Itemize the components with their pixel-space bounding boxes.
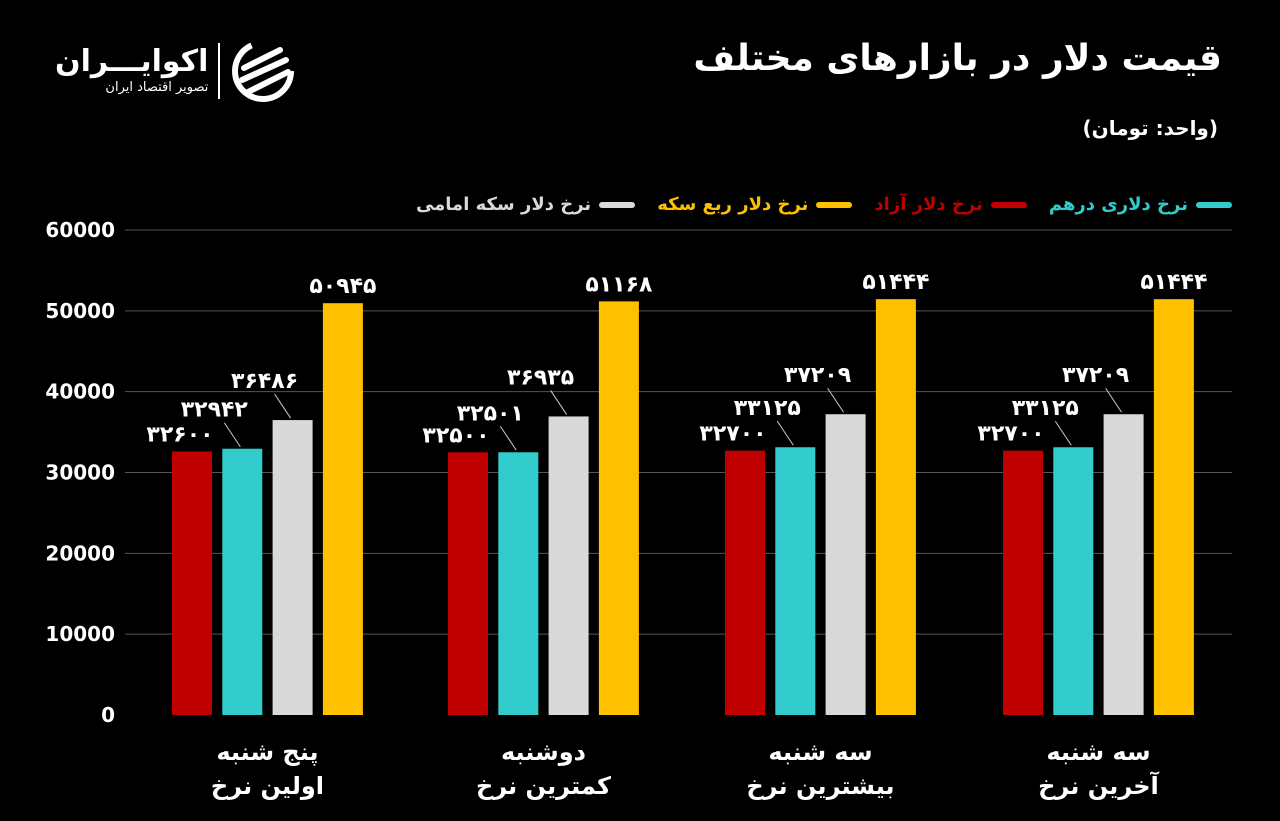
data-label: ۳۶۴۸۶: [231, 369, 298, 394]
legend-label: نرخ دلار آزاد: [874, 194, 983, 215]
logo: اکوایـــران تصویر اقتصاد ایران: [55, 38, 296, 104]
bar: [598, 301, 639, 715]
y-tick-label: 20000: [45, 541, 115, 565]
logo-divider: [218, 43, 221, 99]
bar: [1053, 447, 1094, 715]
leader-line: [827, 387, 845, 413]
bar: [875, 299, 916, 715]
bar: [548, 416, 589, 715]
data-label: ۳۷۲۰۹: [784, 363, 851, 388]
y-tick-label: 60000: [45, 218, 115, 242]
bar: [1153, 299, 1194, 715]
bar: [775, 447, 816, 715]
x-category-label: اولین نرخ: [211, 772, 324, 800]
bar: [1003, 450, 1043, 715]
y-tick-label: 50000: [45, 299, 115, 323]
legend-swatch: [816, 201, 853, 208]
logo-name: اکوایـــران: [55, 44, 209, 79]
data-label: ۳۲۷۰۰: [977, 422, 1044, 447]
x-category-label: بیشترین نرخ: [746, 772, 894, 800]
data-label: ۳۲۹۴۲: [181, 398, 249, 423]
legend-swatch: [599, 201, 636, 208]
legend-item: نرخ دلاری درهم: [1049, 194, 1232, 215]
leader-line: [223, 422, 241, 447]
data-label: ۳۳۱۲۵: [1012, 396, 1079, 421]
x-category-label: سه شنبه: [1046, 738, 1150, 766]
bar: [222, 448, 263, 715]
x-category-label: کمترین نرخ: [476, 772, 611, 800]
data-label: ۳۳۱۲۵: [734, 396, 801, 421]
leader-line: [1054, 420, 1072, 446]
y-tick-label: 0: [101, 703, 115, 727]
bar: [725, 450, 765, 715]
data-label: ۳۲۶۰۰: [146, 422, 213, 447]
legend-item: نرخ دلار سکه امامی: [415, 194, 636, 215]
data-label: ۳۷۲۰۹: [1062, 363, 1129, 388]
bar: [172, 451, 212, 715]
logo-tagline: تصویر اقتصاد ایران: [105, 80, 209, 95]
bar: [825, 414, 866, 715]
legend-item: نرخ دلار آزاد: [874, 194, 1027, 215]
data-label: ۵۰۹۴۵: [309, 274, 376, 299]
leader-line: [499, 426, 517, 451]
bar: [448, 452, 488, 715]
logo-mark-icon: [232, 40, 295, 102]
data-label: ۳۲۷۰۰: [699, 422, 766, 447]
x-category-label: آخرین نرخ: [1038, 771, 1159, 800]
legend-swatch: [990, 201, 1027, 208]
leader-line: [274, 393, 292, 419]
legend-label: نرخ دلار سکه امامی: [415, 194, 592, 215]
legend-swatch: [1196, 201, 1232, 208]
y-tick-label: 10000: [45, 622, 115, 646]
legend-item: نرخ دلار ربع سکه: [657, 194, 853, 215]
data-label: ۳۲۵۰۱: [457, 401, 524, 426]
bar: [498, 452, 539, 715]
data-label: ۵۱۴۴۴: [1140, 270, 1207, 295]
data-label: ۵۱۴۴۴: [862, 270, 929, 295]
bar: [322, 303, 363, 715]
bar: [1103, 414, 1144, 715]
bar: [272, 420, 313, 715]
legend: نرخ دلاری درهم نرخ دلار آزاد نرخ دلار ربع …: [416, 194, 1232, 215]
leader-line: [1105, 387, 1123, 413]
x-category-label: سه شنبه: [768, 738, 872, 766]
chart-subtitle: (واحد: تومان): [1082, 116, 1218, 140]
data-label: ۳۶۹۳۵: [507, 365, 574, 390]
leader-line: [776, 420, 794, 446]
data-label: ۵۱۱۶۸: [585, 272, 653, 297]
legend-label: نرخ دلار ربع سکه: [657, 194, 809, 215]
data-label: ۳۲۵۰۰: [422, 423, 489, 448]
y-tick-label: 40000: [45, 380, 115, 404]
chart-title: قیمت دلار در بازارهای مختلف: [693, 38, 1222, 79]
x-category-label: دوشنبه: [501, 738, 586, 766]
leader-line: [550, 390, 568, 415]
y-tick-label: 30000: [45, 461, 115, 485]
x-category-label: پنج شنبه: [216, 738, 318, 766]
legend-label: نرخ دلاری درهم: [1048, 194, 1188, 215]
